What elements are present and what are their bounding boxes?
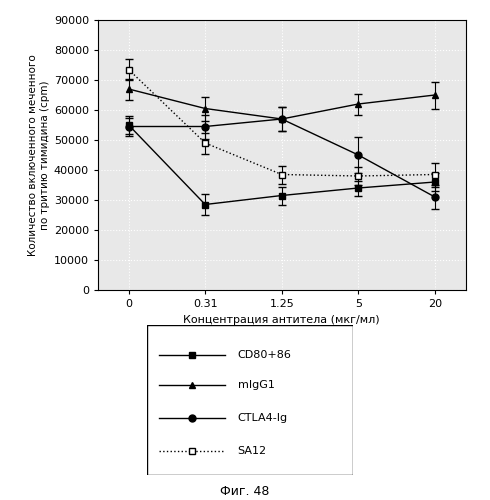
Text: CD80+86: CD80+86 [238, 350, 292, 360]
Text: mIgG1: mIgG1 [238, 380, 274, 390]
Text: SA12: SA12 [238, 446, 267, 456]
Text: CTLA4-Ig: CTLA4-Ig [238, 413, 288, 423]
X-axis label: Концентрация антитела (мкг/мл): Концентрация антитела (мкг/мл) [183, 314, 380, 324]
Text: Фиг. 48: Фиг. 48 [220, 485, 270, 498]
Y-axis label: Количество включенного меченного
по тритию тимидина (cpm): Количество включенного меченного по трит… [28, 54, 49, 256]
FancyBboxPatch shape [147, 325, 353, 475]
